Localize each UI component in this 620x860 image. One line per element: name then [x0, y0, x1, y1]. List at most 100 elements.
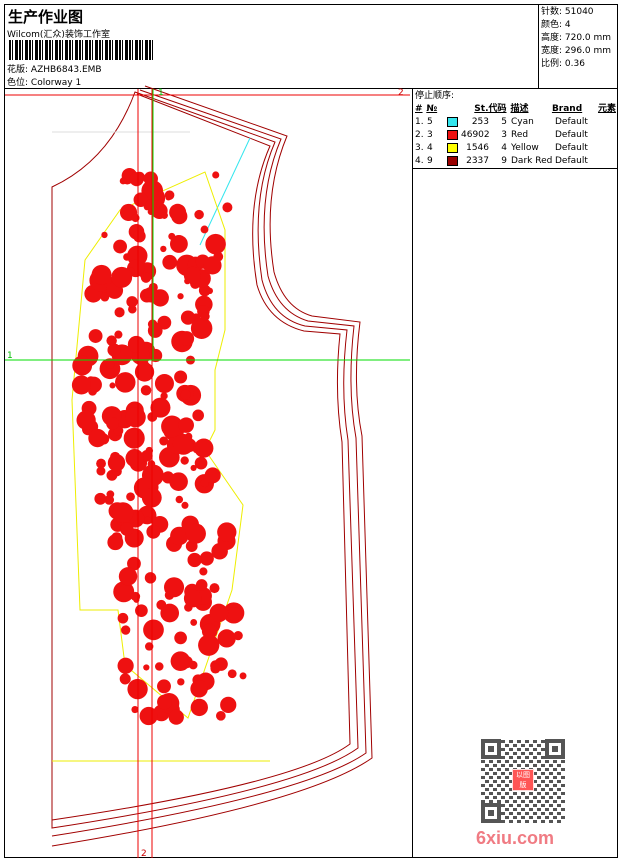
motif-stitch [147, 323, 163, 338]
colorway-value: Colorway 1 [30, 78, 82, 88]
motif-stitch [162, 254, 178, 270]
col-stitches: St. [474, 104, 489, 114]
motif-stitch [143, 664, 150, 671]
cell-no: 4 [427, 143, 433, 153]
motif-stitch [160, 392, 168, 400]
motif-stitch [199, 551, 214, 566]
motif-stitch [169, 472, 188, 491]
motif-stitch [160, 211, 168, 219]
motif-stitch [118, 567, 138, 586]
motif-stitch [155, 662, 164, 671]
stitch-count: 针数: 51040 [541, 7, 594, 17]
motif-stitch [119, 245, 127, 253]
motif-stitch [127, 335, 145, 353]
motif-stitch [88, 329, 103, 343]
motif-stitch [125, 448, 144, 468]
header: 生产作业图 Wilcom(汇众)装饰工作室 花版: AZHB6843.EMB 色… [4, 4, 618, 89]
motif-stitch [144, 642, 154, 651]
motif-stitch [127, 556, 141, 571]
cell-no: 9 [427, 156, 433, 166]
table-header: # № St. 代码 描述 Brand 元素 [415, 103, 616, 116]
motif-stitch [157, 679, 171, 694]
guide-v2-label: 2 [141, 849, 147, 859]
motif-stitch [192, 445, 200, 454]
motif-stitch [227, 669, 237, 679]
motif-stitch [125, 407, 146, 428]
studio-name: Wilcom(汇众)装饰工作室 [7, 30, 110, 40]
col-description: 描述 [510, 104, 529, 114]
cell-desc: Red [511, 130, 529, 140]
motif-stitch [157, 694, 173, 710]
motif-stitch [175, 495, 184, 504]
cell-code: 3 [501, 130, 507, 140]
motif-stitch [227, 607, 242, 622]
cell-st: 253 [471, 117, 489, 127]
motif-stitch [181, 501, 189, 509]
motif-stitch [111, 266, 133, 288]
motif-stitch [190, 464, 197, 472]
motif-stitch [139, 706, 158, 726]
design-label: 花版: [7, 65, 29, 75]
motif-stitch [183, 266, 201, 284]
sheet-frame [4, 4, 618, 858]
seal-stamp: 以图版 [512, 769, 534, 791]
guide-h1-label: 1 [7, 351, 13, 361]
garment-offset-3 [51, 85, 373, 847]
table-row: 4. 9 2337 9 Dark Red Default [415, 155, 616, 168]
cell-desc: Yellow [511, 143, 539, 153]
motif-stitch [190, 680, 208, 698]
stop-sequence-panel: 停止顺序: # № St. 代码 描述 Brand 元素 1. 5 253 5 Cyan… [412, 89, 618, 858]
cell-brand: Default [555, 117, 588, 127]
motif-stitch [180, 456, 189, 465]
motif-stitch [164, 190, 175, 200]
cell-code: 9 [501, 156, 507, 166]
cell-n: 3. [415, 143, 424, 153]
motif-stitch [114, 330, 123, 339]
motif-stitch [174, 370, 188, 384]
motif-stitch [134, 362, 155, 382]
motif-stitch [107, 454, 126, 472]
cell-n: 2. [415, 130, 424, 140]
motif-stitch [119, 673, 131, 685]
motif-stitch [204, 467, 221, 484]
motif-stitch [177, 293, 184, 300]
motif-stitch [190, 317, 213, 339]
motif-stitch [222, 202, 233, 213]
motif-stitch [150, 397, 171, 418]
cell-desc: Dark Red [511, 156, 553, 166]
motif-stitch [171, 208, 188, 225]
motif-stitch [164, 577, 185, 598]
motif-stitch [119, 177, 127, 185]
col-number: № [426, 104, 438, 114]
motif-stitch [179, 331, 195, 347]
motif-stitch [206, 287, 214, 295]
motif-stitch [187, 552, 202, 568]
motif-stitch [76, 410, 96, 430]
motif-stitch [106, 490, 115, 499]
col-element: 元素 [597, 104, 616, 114]
motif-stitch [133, 192, 149, 208]
motif-stitch [71, 375, 91, 395]
motif-stitch [239, 672, 247, 680]
motif-stitch [200, 312, 210, 321]
stop-sequence-title: 停止顺序: [415, 91, 455, 101]
motif-stitch [113, 581, 135, 603]
motif-stitch [101, 231, 108, 239]
color-swatch [447, 143, 458, 153]
motif-stitch [217, 522, 237, 542]
motif-stitch [100, 292, 110, 302]
col-index: # [415, 104, 423, 114]
motif-stitch [180, 389, 191, 400]
motif-stitch [199, 567, 208, 576]
motif-stitch [140, 272, 152, 283]
motif-stitch [117, 612, 129, 624]
motif-stitch [209, 583, 220, 594]
garment-offset-2 [51, 89, 367, 837]
design-width: 宽度: 296.0 mm [541, 46, 612, 56]
motif-stitch [212, 171, 220, 179]
page-title: 生产作业图 [8, 8, 84, 26]
motif-stitch [168, 232, 176, 240]
motif-stitch [174, 631, 187, 645]
embroidery-boundary [71, 171, 244, 719]
